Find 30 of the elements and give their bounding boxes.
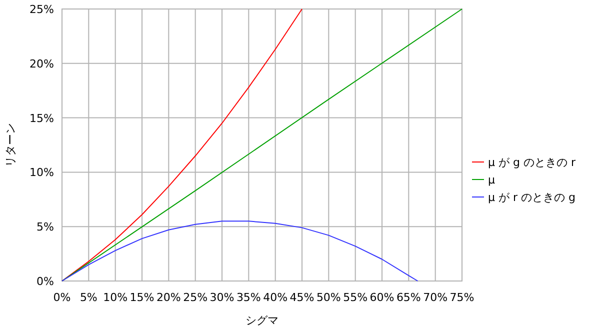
x-tick-label: 65% (396, 291, 421, 304)
x-tick-label: 75% (450, 291, 474, 304)
x-tick-label: 15% (130, 291, 154, 304)
y-tick-label: 10% (30, 166, 54, 180)
legend-label: μ (488, 174, 495, 186)
y-tick-label: 15% (30, 112, 54, 125)
x-axis-title: シグマ (246, 314, 278, 327)
y-tick-label: 20% (30, 57, 54, 70)
line-series (62, 8, 302, 282)
legend-label: μ が g のときの r (488, 156, 576, 169)
x-tick-label: 25% (183, 291, 208, 304)
x-tick-label: 5% (80, 291, 98, 304)
y-tick-label: 0% (36, 275, 54, 288)
x-tick-label: 0% (53, 291, 71, 304)
x-tick-label: 10% (103, 291, 128, 304)
x-tick-label: 35% (236, 291, 261, 304)
y-tick-label: 5% (36, 220, 54, 234)
y-axis-title: リターン (4, 123, 17, 167)
x-tick-label: 30% (210, 291, 234, 304)
line-series (62, 8, 462, 282)
x-tick-label: 40% (263, 291, 288, 304)
x-tick-label: 45% (290, 291, 314, 304)
x-tick-label: 60% (370, 291, 394, 304)
y-tick-label: 25% (30, 3, 54, 16)
x-tick-label: 50% (316, 291, 341, 304)
x-tick-label: 20% (156, 291, 181, 304)
legend-label: μ が r のときの g (488, 191, 576, 204)
x-tick-label: 70% (423, 291, 448, 304)
line-series (62, 220, 418, 282)
x-tick-label: 55% (343, 291, 368, 304)
